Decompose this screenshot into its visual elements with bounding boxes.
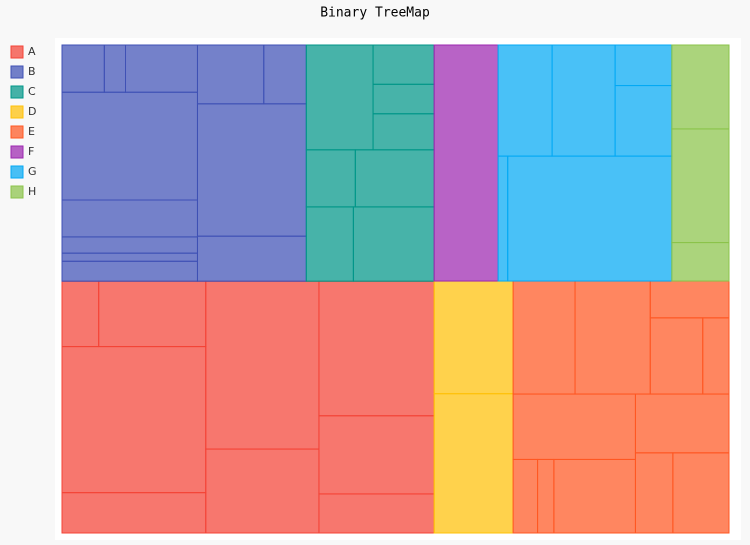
- treemap-cell: [61, 280, 100, 348]
- treemap-cell: [61, 91, 198, 201]
- legend-swatch: [10, 65, 24, 79]
- treemap-cell: [354, 149, 435, 208]
- treemap-cell: [634, 393, 730, 454]
- treemap-cell: [61, 236, 198, 254]
- treemap-cell: [305, 149, 356, 208]
- legend-swatch: [10, 85, 24, 99]
- treemap-cell: [574, 280, 651, 395]
- treemap-cell: [512, 280, 576, 395]
- treemap-cell: [305, 206, 354, 282]
- treemap-cell: [61, 199, 198, 238]
- legend-label: C: [28, 85, 36, 98]
- treemap-cell: [671, 242, 730, 282]
- treemap-cell: [61, 346, 207, 494]
- treemap-cell: [497, 44, 553, 157]
- treemap-cell: [318, 415, 435, 495]
- treemap-cell: [433, 44, 499, 282]
- treemap-cell: [263, 44, 307, 105]
- chart-title: Binary TreeMap: [320, 6, 430, 21]
- treemap-cell: [634, 452, 674, 534]
- treemap-cell: [318, 493, 435, 534]
- legend-swatch: [10, 165, 24, 179]
- treemap-cell: [305, 44, 374, 151]
- treemap-cell: [649, 280, 730, 319]
- treemap-cell: [671, 44, 730, 130]
- treemap-cell: [372, 83, 435, 115]
- treemap-cell: [196, 235, 307, 282]
- treemap-cell: [537, 458, 555, 534]
- treemap-cell: [103, 44, 127, 93]
- treemap-cell: [125, 44, 198, 93]
- legend-label: E: [28, 125, 35, 138]
- legend-swatch: [10, 185, 24, 199]
- treemap-cell: [512, 393, 636, 460]
- treemap-cell: [553, 458, 636, 534]
- treemap-cell: [433, 280, 514, 395]
- legend-label: H: [28, 185, 36, 198]
- treemap-cell: [672, 452, 730, 534]
- treemap-cell: [372, 44, 435, 85]
- treemap-cell: [205, 448, 320, 534]
- legend-label: G: [28, 165, 37, 178]
- legend-swatch: [10, 45, 24, 59]
- legend-swatch: [10, 125, 24, 139]
- treemap-cell: [497, 155, 509, 282]
- legend-swatch: [10, 105, 24, 119]
- treemap-cell: [61, 260, 198, 282]
- treemap-cell: [512, 458, 539, 534]
- treemap-cell: [98, 280, 207, 348]
- treemap-cell: [61, 44, 105, 93]
- legend-swatch: [10, 145, 24, 159]
- treemap-cell: [352, 206, 435, 282]
- treemap-cell: [61, 492, 207, 534]
- legend-label: D: [28, 105, 36, 118]
- legend-label: B: [28, 65, 36, 78]
- treemap-cell: [196, 44, 265, 105]
- treemap-cell: [61, 252, 198, 262]
- treemap-cell: [649, 317, 704, 395]
- treemap-cell: [614, 85, 673, 157]
- treemap-cell: [196, 103, 307, 237]
- treemap-cell: [507, 155, 673, 282]
- treemap-cell: [551, 44, 616, 157]
- treemap-cell: [372, 113, 435, 151]
- treemap-cell: [614, 44, 673, 87]
- treemap: [61, 44, 730, 534]
- treemap-cell: [702, 317, 730, 395]
- treemap-cell: [318, 280, 435, 417]
- treemap-cell: [433, 393, 514, 534]
- legend-label: A: [28, 45, 36, 58]
- legend-label: F: [28, 145, 34, 158]
- treemap-cell: [205, 280, 320, 450]
- treemap-cell: [671, 128, 730, 244]
